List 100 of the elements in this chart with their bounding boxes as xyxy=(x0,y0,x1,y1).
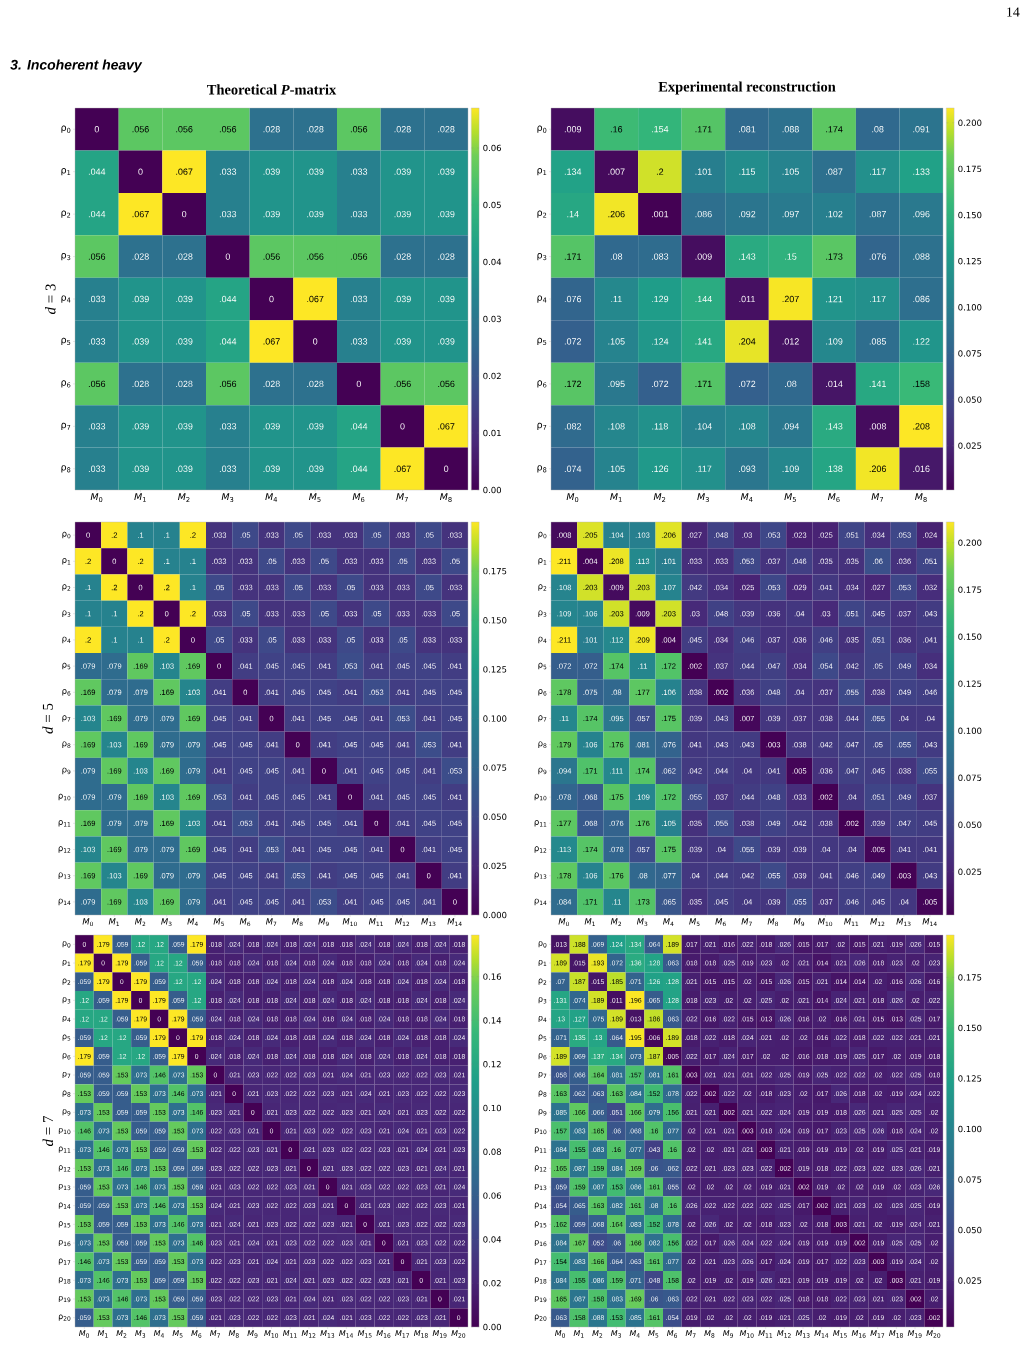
data-label: .056 xyxy=(219,380,237,388)
x-tick-label: M$_{14}$ xyxy=(447,918,462,926)
y-tick-label: ρ$_{13}$ xyxy=(534,872,547,879)
data-label: .028 xyxy=(263,126,280,133)
y-tick-label: ρ$_{7}$ xyxy=(538,715,547,722)
data-label: .154 xyxy=(651,126,669,133)
color-bar-label: 0.05 xyxy=(483,201,501,209)
color-bar-label: 0.150 xyxy=(483,617,507,624)
y-tick-label: ρ$_{2}$ xyxy=(538,584,547,591)
color-bar-label: 0.04 xyxy=(483,1236,502,1243)
y-tick-label: ρ$_{0}$ xyxy=(62,531,71,539)
data-label: .134 xyxy=(564,168,582,175)
x-tick-label: M$_{3}$ xyxy=(697,493,709,503)
color-bar-label: 0.150 xyxy=(958,633,982,640)
color-bar-label: 0.00 xyxy=(483,1323,502,1331)
data-label: .105 xyxy=(608,465,625,472)
y-tick-label: ρ$_{0}$ xyxy=(538,531,547,539)
y-tick-label: ρ$_{7}$ xyxy=(61,422,71,430)
y-tick-label: ρ$_{10}$ xyxy=(534,793,547,801)
x-tick-label: M$_{7}$ xyxy=(265,918,277,926)
data-label: .028 xyxy=(394,126,411,133)
data-label: .143 xyxy=(739,253,756,260)
data-label: .204 xyxy=(739,338,756,345)
data-label: .092 xyxy=(739,210,756,218)
data-label: .039 xyxy=(132,423,149,430)
data-label: .011 xyxy=(739,295,755,303)
data-label: .082 xyxy=(564,423,582,430)
x-tick-label: M$_{12}$ xyxy=(395,918,410,927)
data-label: .08 xyxy=(785,380,797,388)
data-label: .014 xyxy=(826,380,843,388)
data-label: .039 xyxy=(176,423,193,430)
color-bar-label: 0.150 xyxy=(958,211,982,219)
data-label: .067 xyxy=(438,423,455,430)
x-tick-label: M$_{3}$ xyxy=(161,918,172,927)
y-tick-label: ρ$_{14}$ xyxy=(58,898,71,906)
data-label: .085 xyxy=(869,338,887,345)
x-tick-label: M$_{0}$ xyxy=(566,493,579,503)
x-tick-label: M$_{13}$ xyxy=(421,918,436,927)
data-label: .033 xyxy=(350,338,368,345)
color-bar-label: 0.075 xyxy=(958,774,982,781)
color-bar-label: 0.100 xyxy=(958,727,982,734)
color-bar-label: 0.100 xyxy=(958,304,982,311)
data-label: .033 xyxy=(88,295,106,303)
color-bar-label: 0.200 xyxy=(958,539,982,546)
color-bar-label: 0.125 xyxy=(483,666,507,673)
data-label: .086 xyxy=(695,210,712,218)
data-label: .056 xyxy=(307,253,324,260)
y-tick-label: ρ$_{0}$ xyxy=(537,125,547,133)
data-label: .101 xyxy=(695,168,712,175)
y-tick-label: ρ$_{4}$ xyxy=(62,636,71,644)
color-bar-label: 0.025 xyxy=(483,862,507,870)
x-tick-label: M$_{1}$ xyxy=(584,918,595,926)
color-bar-label: 0.01 xyxy=(483,429,501,437)
y-tick-label: ρ$_{8}$ xyxy=(537,465,547,473)
x-tick-label: M$_{13}$ xyxy=(896,918,911,927)
y-tick-label: ρ$_{9}$ xyxy=(62,767,71,775)
data-label: .044 xyxy=(88,168,106,175)
data-label: .174 xyxy=(826,126,843,133)
data-label: .039 xyxy=(263,465,280,472)
y-tick-label: ρ$_{2}$ xyxy=(537,210,547,218)
x-tick-label: M$_{8}$ xyxy=(915,493,927,503)
data-label: .028 xyxy=(394,253,411,260)
data-label: .033 xyxy=(219,168,237,175)
y-tick-label: ρ$_{5}$ xyxy=(61,337,71,346)
data-label: .208 xyxy=(913,423,930,430)
data-label: .088 xyxy=(913,253,930,260)
data-label: 0 xyxy=(225,253,230,260)
x-tick-label: M$_{11}$ xyxy=(844,918,859,926)
y-tick-label: ρ$_{3}$ xyxy=(537,252,547,261)
data-label: .044 xyxy=(219,338,237,345)
data-label: .044 xyxy=(350,423,368,430)
y-tick-label: ρ$_{1}$ xyxy=(537,168,547,176)
data-label: .028 xyxy=(263,380,280,388)
y-tick-label: ρ$_{5}$ xyxy=(538,662,547,670)
y-tick-label: ρ$_{9}$ xyxy=(538,767,547,775)
data-label: .109 xyxy=(826,338,843,345)
data-label: .087 xyxy=(826,168,843,175)
data-label: .056 xyxy=(350,253,368,260)
x-tick-label: M$_{8}$ xyxy=(767,918,779,927)
y-tick-label: ρ$_{6}$ xyxy=(62,689,71,696)
data-label: .056 xyxy=(350,126,368,133)
y-tick-label: ρ$_{2}$ xyxy=(62,584,71,591)
data-label: .039 xyxy=(263,423,280,430)
x-tick-label: M$_{5}$ xyxy=(213,918,224,927)
x-tick-label: M$_{5}$ xyxy=(784,493,796,502)
data-label: 0 xyxy=(444,465,449,472)
x-tick-label: M$_{7}$ xyxy=(396,493,408,502)
y-tick-label: ρ$_{5}$ xyxy=(62,662,71,670)
data-label: .039 xyxy=(438,210,455,218)
y-tick-label: ρ$_{3}$ xyxy=(538,610,547,617)
data-label: .076 xyxy=(869,253,886,260)
data-label: .067 xyxy=(307,295,324,303)
data-label: 0 xyxy=(313,338,318,345)
data-label: .108 xyxy=(608,423,625,430)
color-bar-label: 0.025 xyxy=(958,868,982,875)
data-label: .039 xyxy=(394,210,411,218)
x-tick-label: M$_{4}$ xyxy=(265,493,278,502)
color-bar-label: 0.10 xyxy=(483,1104,502,1112)
data-label: .067 xyxy=(263,338,280,345)
data-label: 0 xyxy=(400,423,405,430)
